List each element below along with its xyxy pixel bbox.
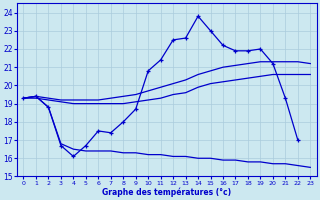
X-axis label: Graphe des températures (°c): Graphe des températures (°c)	[102, 187, 231, 197]
